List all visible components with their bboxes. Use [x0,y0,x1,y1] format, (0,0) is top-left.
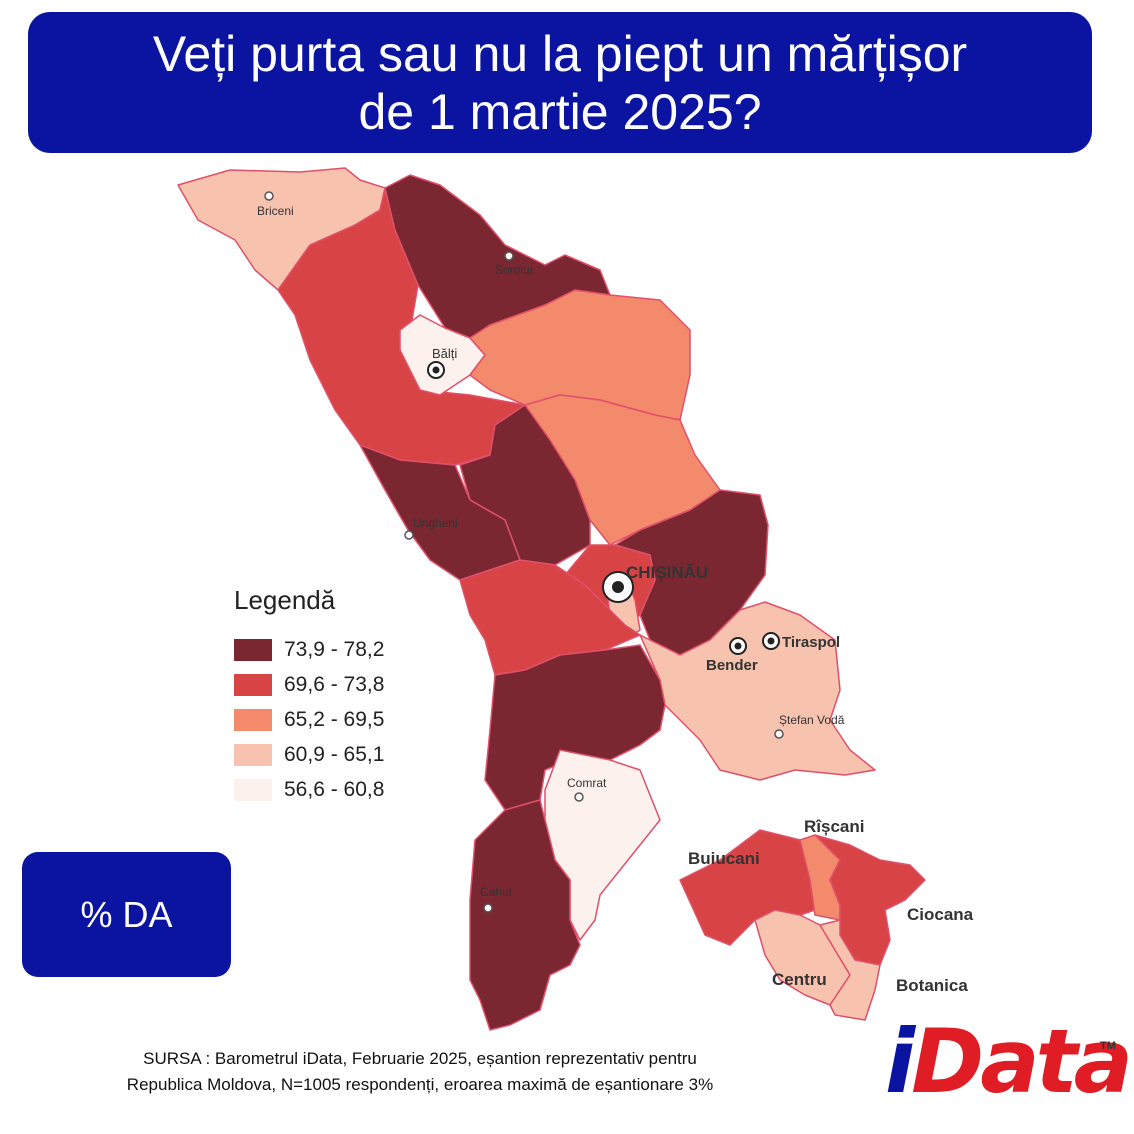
logo-trademark: TM [1100,1040,1116,1052]
label-ungheni: Ungheni [413,516,458,530]
legend-label: 56,6 - 60,8 [284,777,385,801]
title-line-1: Veți purta sau nu la piept un mărțișor [152,25,968,82]
label-cahul: Cahul [480,885,511,899]
legend-item: 60,9 - 65,1 [234,737,384,772]
marker-comrat [574,792,584,802]
label-buiucani: Buiucani [688,849,760,868]
city-markers [264,191,784,913]
idata-logo: iData [885,1010,1133,1113]
sector-botanica [819,919,881,1021]
label-balti: Bălți [432,346,457,361]
label-stefan-voda: Ștefan Vodă [779,713,845,727]
label-centru: Centru [772,970,827,989]
title-banner: Veți purta sau nu la piept un mărțișor d… [28,12,1092,153]
title-line-2: de 1 martie 2025? [358,83,762,140]
label-tiraspol: Tiraspol [782,634,840,651]
legend-swatch [234,638,272,661]
legend-item: 56,6 - 60,8 [234,772,384,807]
legend: Legendă 73,9 - 78,2 69,6 - 73,8 65,2 - 6… [234,585,384,807]
label-bender: Bender [706,657,758,674]
label-botanica: Botanica [896,976,968,995]
legend-label: 60,9 - 65,1 [284,742,385,766]
marker-stefan-voda [774,729,784,739]
label-chisinau: CHIȘINĂU [626,563,708,582]
legend-item: 73,9 - 78,2 [234,632,384,667]
label-soroca: Soroca [495,263,533,277]
source-line-2: Republica Moldova, N=1005 respondenți, e… [126,1075,714,1094]
region-cimislia [484,644,666,811]
logo-rest: Data [911,1010,1133,1113]
legend-swatch [234,743,272,766]
logo-i: i [885,1010,915,1113]
marker-ungheni [404,530,414,540]
marker-soroca [504,251,514,261]
label-briceni: Briceni [257,204,294,218]
percent-da-badge: % DA [22,852,231,977]
legend-label: 73,9 - 78,2 [284,637,385,661]
legend-item: 69,6 - 73,8 [234,667,384,702]
legend-label: 65,2 - 69,5 [284,707,385,731]
legend-label: 69,6 - 73,8 [284,672,385,696]
label-ciocana: Ciocana [907,905,974,924]
region-cahul [469,799,581,1031]
source-note: SURSA : Barometrul iData, Februarie 2025… [30,1046,810,1098]
marker-briceni [264,191,274,201]
sector-ciocana [814,834,926,966]
major-city-markers [427,361,780,655]
source-line-1: SURSA : Barometrul iData, Februarie 2025… [143,1049,697,1068]
sector-buiucani [679,829,816,946]
legend-item: 65,2 - 69,5 [234,702,384,737]
label-riscani: Rîșcani [804,817,864,836]
legend-swatch [234,708,272,731]
label-comrat: Comrat [567,776,607,790]
legend-swatch [234,778,272,801]
marker-cahul [483,903,493,913]
legend-title: Legendă [234,585,336,615]
region-stefan-voda [639,601,876,781]
legend-swatch [234,673,272,696]
